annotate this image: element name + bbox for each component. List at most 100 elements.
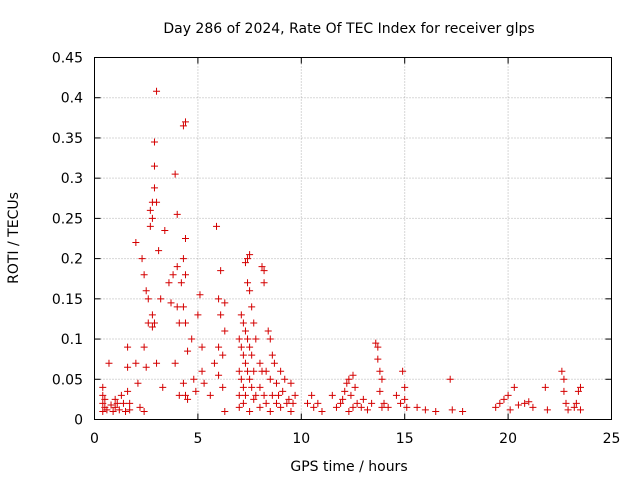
data-point bbox=[179, 122, 187, 130]
data-point bbox=[221, 299, 229, 307]
data-point bbox=[250, 319, 258, 327]
data-point bbox=[136, 403, 144, 411]
data-point bbox=[341, 387, 349, 395]
data-point bbox=[111, 403, 119, 411]
data-point bbox=[221, 407, 229, 415]
data-point bbox=[190, 375, 198, 383]
data-point bbox=[179, 379, 187, 387]
data-point bbox=[175, 319, 183, 327]
data-point bbox=[217, 311, 225, 319]
data-point bbox=[256, 403, 264, 411]
data-point bbox=[244, 335, 252, 343]
data-point bbox=[142, 287, 150, 295]
data-point bbox=[351, 383, 359, 391]
data-point bbox=[543, 406, 551, 414]
data-point bbox=[328, 391, 336, 399]
data-point bbox=[459, 407, 467, 415]
data-point bbox=[215, 343, 223, 351]
data-point bbox=[397, 399, 405, 407]
data-point bbox=[250, 367, 258, 375]
data-point bbox=[198, 367, 206, 375]
data-point bbox=[138, 255, 146, 263]
data-point bbox=[148, 214, 156, 222]
data-point bbox=[521, 399, 529, 407]
x-tick-label: 25 bbox=[603, 431, 621, 447]
y-tick-label: 0.4 bbox=[61, 91, 83, 107]
data-point bbox=[181, 391, 189, 399]
data-point bbox=[181, 235, 189, 242]
data-point bbox=[374, 355, 382, 363]
data-point bbox=[392, 391, 400, 399]
data-point bbox=[115, 406, 123, 414]
data-point bbox=[345, 375, 353, 383]
data-point bbox=[239, 319, 247, 327]
data-point bbox=[165, 279, 173, 287]
data-point bbox=[349, 403, 357, 411]
data-point bbox=[337, 399, 345, 407]
data-point bbox=[124, 387, 132, 395]
data-point bbox=[235, 335, 243, 343]
data-point bbox=[525, 398, 533, 406]
data-point bbox=[287, 379, 295, 387]
data-point bbox=[380, 399, 388, 407]
data-point bbox=[148, 311, 156, 319]
data-point bbox=[206, 391, 214, 399]
data-point bbox=[241, 359, 249, 367]
data-point bbox=[266, 335, 274, 343]
data-point bbox=[401, 383, 409, 391]
data-point bbox=[572, 399, 580, 407]
data-point bbox=[560, 375, 568, 383]
data-point bbox=[250, 395, 258, 403]
y-tick-label: 0.45 bbox=[52, 51, 83, 67]
data-point bbox=[314, 399, 322, 407]
chart-title: Day 286 of 2024, Rate Of TEC Index for r… bbox=[163, 21, 534, 37]
data-point bbox=[347, 391, 355, 399]
data-point bbox=[514, 401, 522, 409]
data-point bbox=[246, 287, 254, 295]
data-point bbox=[529, 403, 537, 411]
data-point bbox=[332, 403, 340, 411]
data-point bbox=[270, 359, 278, 367]
data-point bbox=[142, 363, 150, 371]
data-point bbox=[159, 383, 167, 391]
data-point bbox=[150, 319, 158, 327]
data-point bbox=[99, 407, 107, 415]
data-point bbox=[132, 359, 140, 367]
data-point bbox=[248, 383, 256, 391]
data-point bbox=[562, 399, 570, 407]
data-point bbox=[244, 279, 252, 287]
data-point bbox=[310, 403, 318, 411]
data-point bbox=[99, 391, 107, 399]
data-point bbox=[277, 367, 285, 375]
data-point bbox=[124, 363, 132, 371]
data-point bbox=[448, 406, 456, 414]
data-point bbox=[150, 162, 158, 170]
data-point bbox=[219, 383, 227, 391]
data-point bbox=[126, 399, 134, 407]
data-point bbox=[181, 118, 189, 126]
data-point bbox=[169, 271, 177, 279]
data-point bbox=[146, 206, 154, 214]
x-tick-label: 5 bbox=[193, 431, 202, 447]
data-point bbox=[179, 303, 187, 311]
data-point bbox=[500, 395, 508, 403]
y-tick-label: 0.25 bbox=[52, 211, 83, 227]
data-point bbox=[376, 367, 384, 375]
data-point bbox=[177, 279, 185, 287]
data-point bbox=[368, 399, 376, 407]
data-point bbox=[192, 387, 200, 395]
data-point bbox=[318, 407, 326, 415]
data-point bbox=[144, 319, 152, 327]
data-point bbox=[504, 391, 512, 399]
data-point bbox=[124, 343, 132, 351]
data-point bbox=[103, 406, 111, 414]
data-point bbox=[239, 351, 247, 359]
data-point bbox=[256, 359, 264, 367]
y-tick-label: 0.3 bbox=[61, 171, 83, 187]
x-tick-label: 0 bbox=[90, 431, 99, 447]
data-point bbox=[421, 406, 429, 414]
x-tick-label: 10 bbox=[292, 431, 310, 447]
data-point bbox=[446, 375, 454, 383]
y-axis-label: ROTI / TECUs bbox=[6, 192, 22, 284]
data-point bbox=[399, 367, 407, 375]
